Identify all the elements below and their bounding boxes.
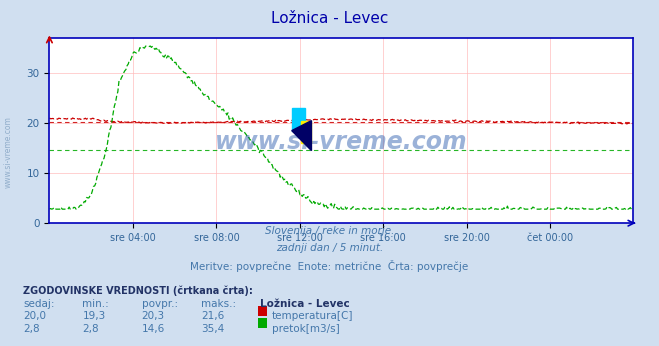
Text: 2,8: 2,8 (23, 324, 40, 334)
Text: 2,8: 2,8 (82, 324, 99, 334)
Polygon shape (292, 121, 312, 151)
Text: povpr.:: povpr.: (142, 299, 178, 309)
Text: temperatura[C]: temperatura[C] (272, 311, 354, 321)
Text: zadnji dan / 5 minut.: zadnji dan / 5 minut. (276, 243, 383, 253)
Text: Ložnica - Levec: Ložnica - Levec (260, 299, 350, 309)
Text: 14,6: 14,6 (142, 324, 165, 334)
Text: Meritve: povprečne  Enote: metrične  Črta: povprečje: Meritve: povprečne Enote: metrične Črta:… (190, 260, 469, 272)
Text: 20,0: 20,0 (23, 311, 46, 321)
Text: min.:: min.: (82, 299, 109, 309)
Text: Slovenija / reke in morje.: Slovenija / reke in morje. (265, 226, 394, 236)
Text: 35,4: 35,4 (201, 324, 224, 334)
Text: www.si-vreme.com: www.si-vreme.com (3, 116, 13, 188)
Bar (292, 108, 304, 130)
Text: ZGODOVINSKE VREDNOSTI (črtkana črta):: ZGODOVINSKE VREDNOSTI (črtkana črta): (23, 285, 253, 296)
Text: maks.:: maks.: (201, 299, 236, 309)
Bar (301, 121, 312, 143)
Text: www.si-vreme.com: www.si-vreme.com (215, 130, 467, 154)
Text: 21,6: 21,6 (201, 311, 224, 321)
Text: pretok[m3/s]: pretok[m3/s] (272, 324, 340, 334)
Text: 19,3: 19,3 (82, 311, 105, 321)
Text: 20,3: 20,3 (142, 311, 165, 321)
Text: sedaj:: sedaj: (23, 299, 55, 309)
Text: Ložnica - Levec: Ložnica - Levec (271, 11, 388, 26)
